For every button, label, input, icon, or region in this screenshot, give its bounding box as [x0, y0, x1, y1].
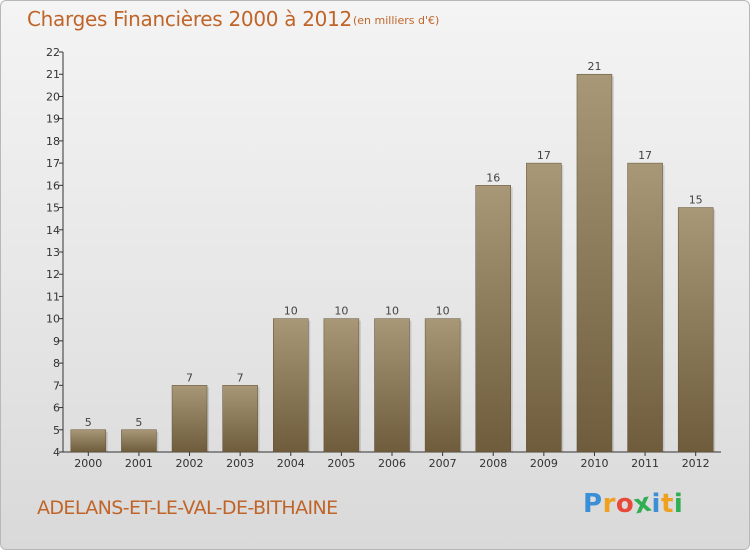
x-tick-label: 2005 [327, 457, 355, 470]
y-tick-label: 10 [46, 313, 60, 326]
x-tick-label: 2007 [429, 457, 457, 470]
x-tick-label: 2011 [631, 457, 659, 470]
y-tick-label: 6 [53, 402, 60, 415]
y-tick-label: 15 [46, 202, 60, 215]
bar-2011 [627, 162, 663, 453]
bar-value-label: 15 [689, 194, 703, 207]
y-tick-label: 18 [46, 135, 60, 148]
x-tick-label: 2004 [277, 457, 305, 470]
x-tick-label: 2006 [378, 457, 406, 470]
y-tick-label: 11 [46, 290, 60, 303]
y-tick-label: 12 [46, 268, 60, 281]
bar-2000 [70, 429, 107, 453]
bar-value-label: 10 [284, 305, 298, 318]
bar-value-label: 7 [237, 371, 244, 384]
logo-letter: t [660, 489, 674, 519]
bar-2009 [526, 162, 562, 453]
bar-value-label: 10 [334, 305, 348, 318]
x-tick-label: 2002 [176, 457, 204, 470]
bar-2007 [424, 318, 461, 453]
logo-letter: r [602, 489, 616, 519]
x-tick-label: 2012 [682, 457, 710, 470]
x-tick-label: 2009 [530, 457, 558, 470]
chart-title: Charges Financières 2000 à 2012 [27, 7, 352, 31]
y-tick-label: 22 [46, 46, 60, 59]
y-tick-label: 16 [46, 179, 60, 192]
place-name: ADELANS-ET-LE-VAL-DE-BITHAINE [37, 497, 338, 519]
bar-2005 [323, 318, 360, 453]
bar-value-label: 7 [186, 371, 193, 384]
chart-labels: 5 5 7 7 10 10 10 10 16 17 21 17 15 [85, 60, 703, 429]
bar-value-label: 21 [587, 60, 601, 73]
y-tick-label: 21 [46, 68, 60, 81]
logo-letter: i [673, 489, 684, 519]
y-tick-label: 4 [53, 446, 60, 459]
bar-value-label: 17 [638, 149, 652, 162]
y-tick-label: 5 [53, 424, 60, 437]
chart-axes: 4 5 6 7 8 9 10 11 12 13 14 15 16 17 18 19 20 21 22 2000 2001… [46, 46, 721, 470]
y-tick-label: 20 [46, 90, 60, 103]
bar-2006 [374, 318, 410, 453]
chart-subtitle: (en milliers d'€) [353, 14, 440, 27]
logo-letter: o [615, 489, 635, 519]
bar-value-label: 5 [135, 416, 142, 429]
bar-2010 [576, 73, 613, 453]
x-tick-label: 2000 [74, 457, 102, 470]
proxiti-logo: Proxiti [583, 488, 684, 521]
bar-value-label: 17 [537, 149, 551, 162]
x-tick-label: 2010 [580, 457, 608, 470]
y-tick-label: 13 [46, 246, 60, 259]
x-tick-label: 2008 [479, 457, 507, 470]
bar-2002 [171, 385, 208, 453]
x-tick-label: 2003 [226, 457, 254, 470]
x-tick-label: 2001 [125, 457, 153, 470]
y-tick-label: 14 [46, 224, 60, 237]
bar-2003 [222, 385, 258, 453]
logo-letter: P [583, 489, 603, 519]
bar-2001 [121, 429, 157, 453]
chart-bars [70, 73, 716, 453]
y-tick-label: 17 [46, 157, 60, 170]
bar-2012 [677, 207, 714, 453]
logo-letter: i [651, 489, 661, 519]
y-tick-label: 9 [53, 335, 60, 348]
bar-value-label: 16 [486, 171, 500, 184]
bar-value-label: 5 [85, 416, 92, 429]
y-tick-label: 19 [46, 113, 60, 126]
y-tick-label: 7 [53, 379, 60, 392]
bar-value-label: 10 [385, 305, 399, 318]
bar-2004 [273, 318, 309, 453]
y-tick-label: 8 [53, 357, 60, 370]
bar-value-label: 10 [436, 305, 450, 318]
bar-2008 [475, 185, 511, 453]
